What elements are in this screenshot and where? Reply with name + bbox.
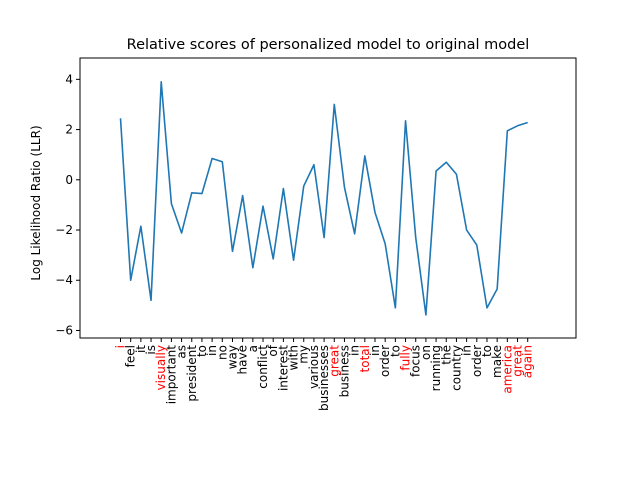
y-tick-label: −2 <box>55 223 73 237</box>
x-tick-label: order <box>470 345 484 377</box>
x-tick-label: have <box>236 345 250 374</box>
x-tick-label: make <box>490 345 504 378</box>
x-tick-label: of <box>266 344 280 356</box>
x-tick-label: focus <box>409 345 423 377</box>
x-tick-label: feel <box>124 345 138 367</box>
x-tick-label: running <box>429 345 443 391</box>
x-tick-label: business <box>337 345 351 397</box>
x-tick-label: it <box>134 345 148 353</box>
plot-area: 4 2 0 −2 −4 −6 ifeelitisvisuallyimportantaspre… <box>55 72 534 411</box>
y-axis-label: Log Likelihood Ratio (LLR) <box>29 125 43 280</box>
x-tick-label: on <box>419 345 433 360</box>
x-tick-label: a <box>246 345 260 352</box>
x-tick-label: in <box>205 345 219 356</box>
x-tick-label: president <box>185 345 199 402</box>
x-tick-label: as <box>175 345 189 359</box>
x-tick-label: conflict <box>256 345 270 389</box>
x-tick-label: visually <box>154 345 168 390</box>
x-tick-label: to <box>195 345 209 357</box>
x-tick-label: america <box>500 345 514 394</box>
x-tick-label: various <box>307 345 321 389</box>
plot-frame <box>79 57 577 339</box>
x-tick-label: way <box>225 345 239 369</box>
x-tick-label: total <box>358 345 372 372</box>
x-tick-label: order <box>378 345 392 377</box>
x-tick-label: interest <box>276 345 290 391</box>
x-tick-label: i <box>114 345 128 348</box>
y-tick-label: 2 <box>65 123 73 137</box>
x-tick-label: great <box>327 345 341 377</box>
x-tick-label: in <box>348 345 362 356</box>
x-tick-label: important <box>164 345 178 405</box>
x-tick-label: country <box>449 345 463 391</box>
x-tick-label: in <box>368 345 382 356</box>
x-tick-label: to <box>480 345 494 357</box>
x-tick-label: to <box>388 345 402 357</box>
x-tick-label: businesses <box>317 345 331 411</box>
x-tick-label: in <box>460 345 474 356</box>
x-tick-label: no <box>215 345 229 360</box>
series-line <box>119 81 528 316</box>
chart-title: Relative scores of personalized model to… <box>127 37 530 53</box>
y-tick-label: 0 <box>65 173 73 187</box>
y-tick-label: −6 <box>55 323 73 337</box>
x-tick-label: the <box>439 345 453 365</box>
x-tick-label: with <box>287 345 301 370</box>
y-tick-label: 4 <box>65 72 73 86</box>
x-tick-label: is <box>144 345 158 355</box>
y-tick-label: −4 <box>55 273 73 287</box>
x-tick-label: fully <box>399 345 413 371</box>
x-tick-label: again <box>521 345 535 378</box>
x-tick-label: my <box>297 345 311 364</box>
x-tick-label: great <box>511 345 525 377</box>
